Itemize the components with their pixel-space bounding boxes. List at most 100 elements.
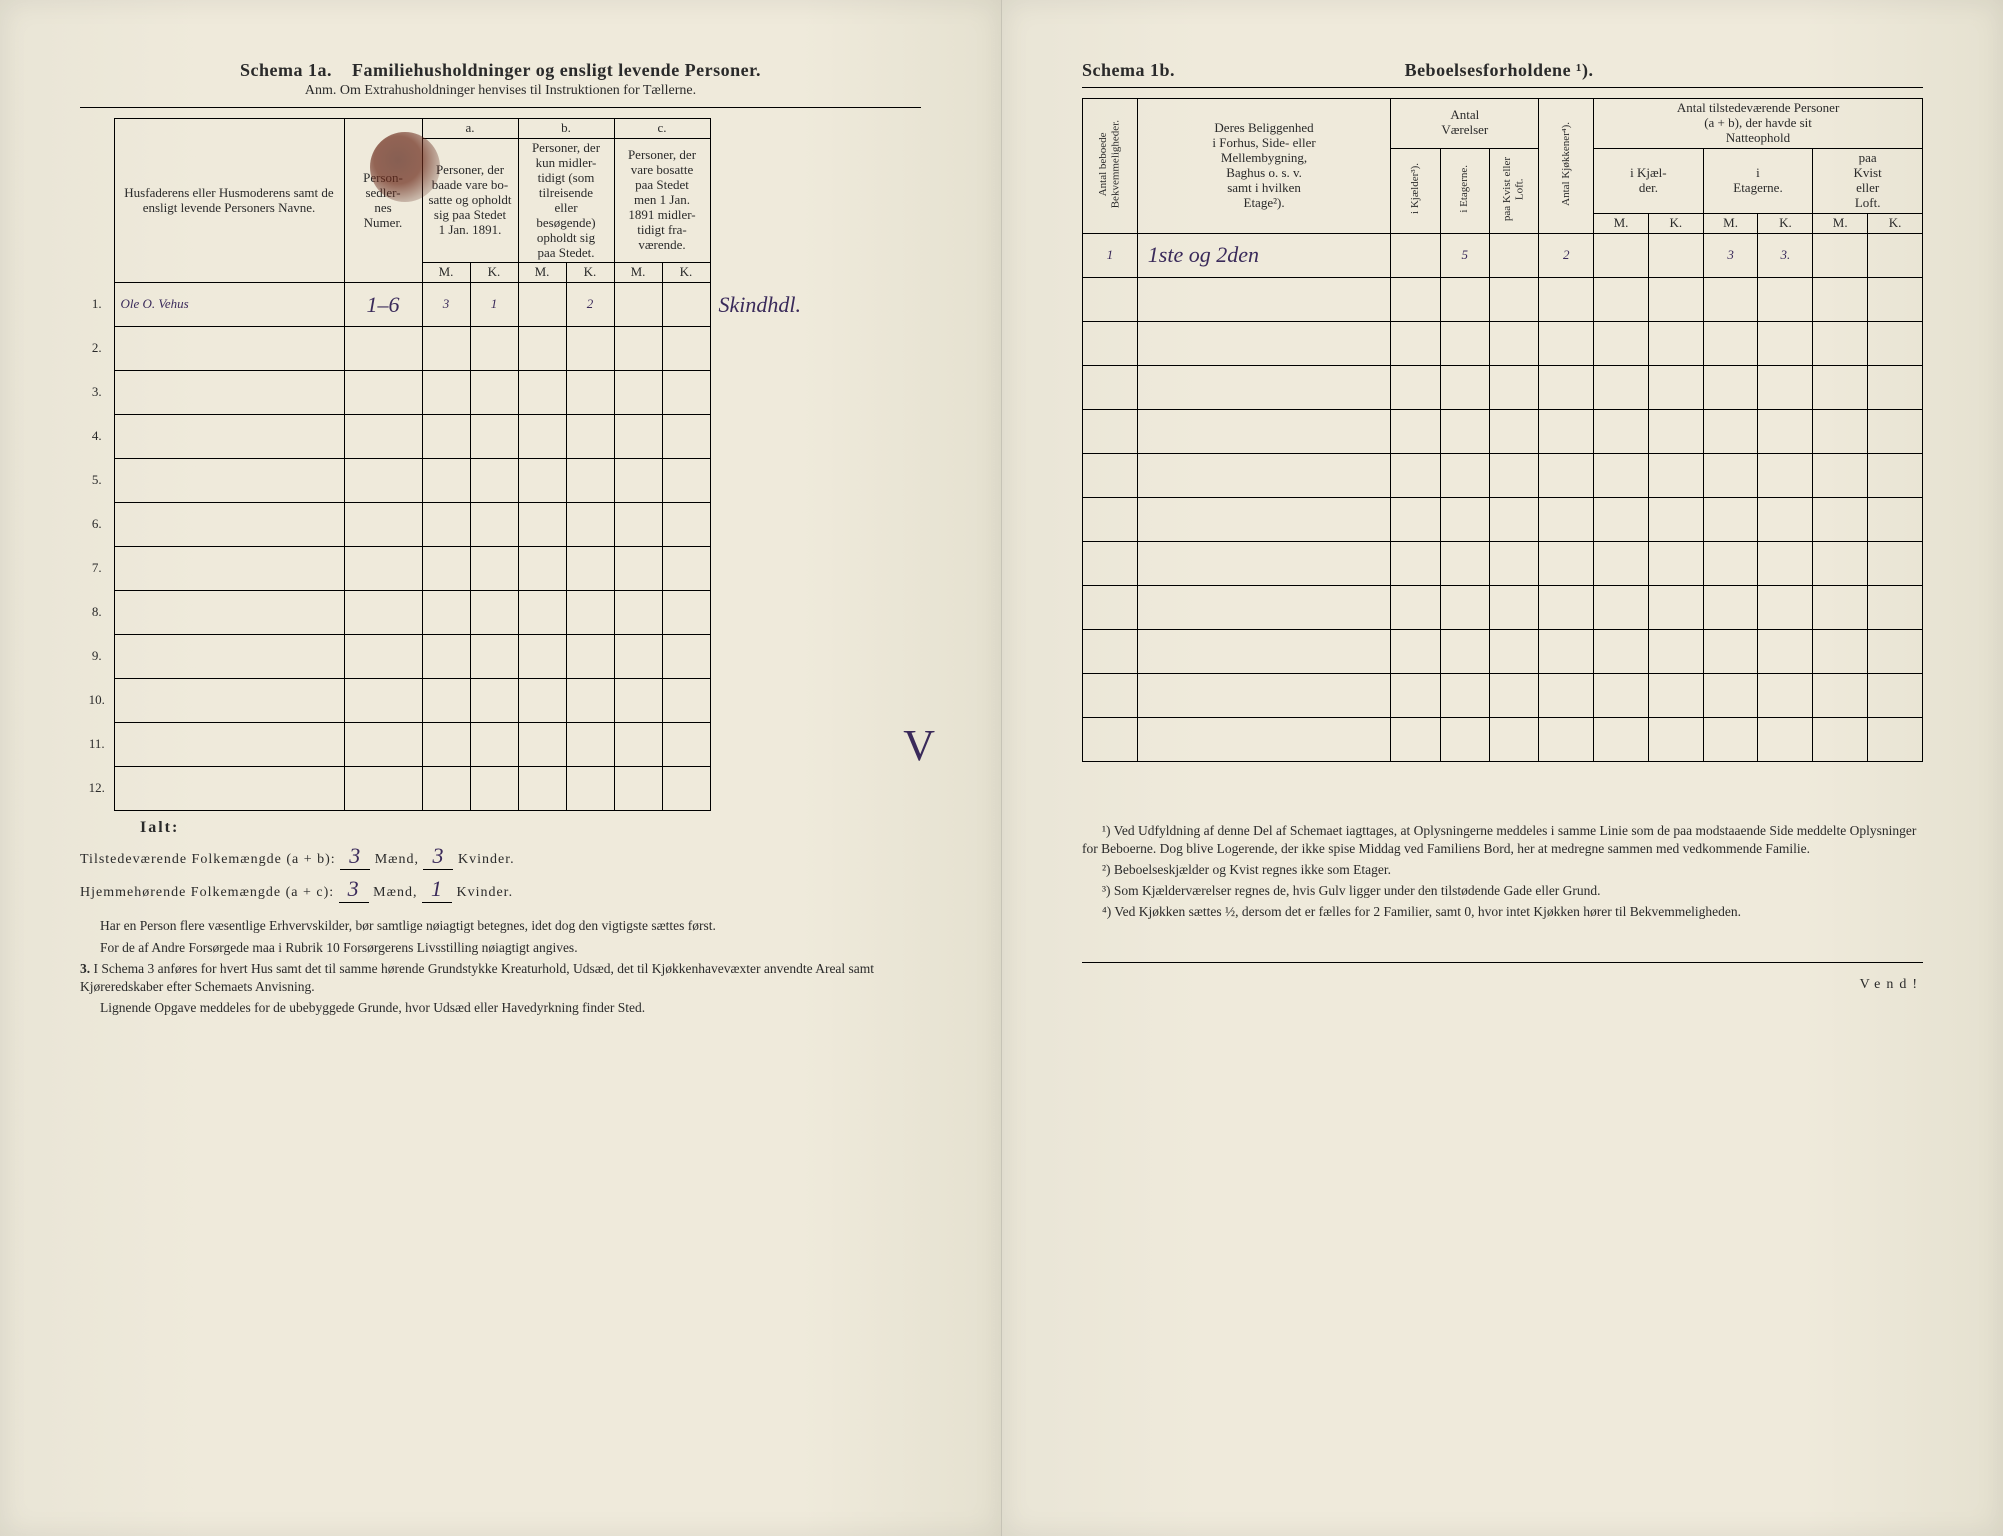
row1-ak: 1 (470, 283, 518, 327)
sum1-k: 3 (423, 843, 453, 870)
col-bekv: Antal beboede Bekvemmeligheder. (1083, 99, 1138, 234)
r1-pkjm (1594, 233, 1649, 277)
a-m: M. (422, 263, 470, 283)
ialt-label: Ialt: (80, 819, 921, 837)
col-et: i Etagerne. (1440, 148, 1489, 233)
r1-petm: 3 (1703, 233, 1758, 277)
row1-note: Skindhdl. (710, 283, 921, 327)
schema-1b-label: Schema 1b. (1082, 60, 1175, 81)
row-num: 4. (80, 415, 114, 459)
schema-1a-title: Schema 1a. Familiehusholdninger og ensli… (80, 60, 921, 81)
col-c-text: Personer, der vare bosatte paa Stedet me… (614, 138, 710, 263)
schema-1b-title: Beboelsesforholdene ¹). (1175, 60, 1823, 81)
schema-1a-anm: Anm. Om Extrahusholdninger henvises til … (80, 83, 921, 99)
b-k: K. (566, 263, 614, 283)
sum2-label: Hjemmehørende Folkemængde (a + c): (80, 885, 334, 900)
col-names: Husfaderens eller Husmoderens samt de en… (114, 119, 344, 283)
b-m: M. (518, 263, 566, 283)
sum1-m: 3 (340, 843, 370, 870)
row-num: 9. (80, 635, 114, 679)
col-kjok-label: Antal Kjøkkener⁴). (1560, 122, 1573, 206)
r1-loft (1489, 233, 1538, 277)
r1-kjok: 2 (1539, 233, 1594, 277)
sum2-k: 1 (422, 876, 452, 903)
row-num: 6. (80, 503, 114, 547)
col-antal-v: Antal Værelser (1391, 99, 1539, 149)
r1-petk: 3. (1758, 233, 1813, 277)
row-num: 3. (80, 371, 114, 415)
sum-hjemme: Hjemmehørende Folkemængde (a + c): 3 Mæn… (80, 876, 921, 903)
row-num: 5. (80, 459, 114, 503)
col-belig: Deres Beliggenhed i Forhus, Side- eller … (1137, 99, 1391, 234)
sum1-label: Tilstedeværende Folkemængde (a + b): (80, 852, 336, 867)
row1-cm (614, 283, 662, 327)
left-footnotes: Har en Person flere væsentlige Erhvervsk… (80, 917, 921, 1017)
r1-ploftk (1868, 233, 1923, 277)
col-a-text: Personer, der baade vare bo- satte og op… (422, 138, 518, 263)
mk-m: M. (1703, 213, 1758, 233)
vend-label: Vend! (1082, 977, 1923, 993)
col-a-label: a. (422, 119, 518, 139)
col-loft: paa Kvist eller Loft. (1489, 148, 1538, 233)
rfoot3: ³) Som Kjælderværelser regnes de, hvis G… (1082, 882, 1923, 900)
row1-numer: 1–6 (344, 283, 422, 327)
col-pers: Antal tilstedeværende Personer (a + b), … (1594, 99, 1923, 149)
col-loft-label: paa Kvist eller Loft. (1501, 157, 1526, 221)
double-page-spread: Schema 1a. Familiehusholdninger og ensli… (0, 0, 2003, 1536)
row1-ck (662, 283, 710, 327)
foot3-text: I Schema 3 anføres for hvert Hus samt de… (80, 961, 874, 994)
col-kj-label: i Kjælder³). (1409, 163, 1422, 214)
schema-rest: Familiehusholdninger og ensligt levende … (352, 60, 761, 80)
mk-m: M. (1813, 213, 1868, 233)
a-k: K. (470, 263, 518, 283)
mk-k: K. (1868, 213, 1923, 233)
sum-kvinder: Kvinder. (456, 885, 513, 900)
row1-am: 3 (422, 283, 470, 327)
col-b-text: Personer, der kun midler- tidigt (som ti… (518, 138, 614, 263)
sum-tilstede: Tilstedeværende Folkemængde (a + b): 3 M… (80, 843, 921, 870)
row1-name: Ole O. Vehus (114, 283, 344, 327)
col-bekv-label: Antal beboede Bekvemmeligheder. (1097, 120, 1122, 208)
schema-1b-table: Antal beboede Bekvemmeligheder. Deres Be… (1082, 98, 1923, 762)
row-num: 1. (80, 283, 114, 327)
header-rule-b (1082, 87, 1923, 88)
sum2-m: 3 (339, 876, 369, 903)
row-num: 12. (80, 767, 114, 811)
foot3-no: 3. (80, 961, 90, 976)
mk-k: K. (1648, 213, 1703, 233)
col-p-et: i Etagerne. (1703, 148, 1813, 213)
right-footnotes: ¹) Ved Udfyldning af denne Del af Schema… (1082, 822, 1923, 922)
right-page: Schema 1b. Beboelsesforholdene ¹). Antal… (1002, 0, 2003, 1536)
sum-maend: Mænd, (373, 885, 417, 900)
r1-belig: 1ste og 2den (1137, 233, 1391, 277)
col-c-label: c. (614, 119, 710, 139)
col-p-loft: paa Kvist eller Loft. (1813, 148, 1923, 213)
c-m: M. (614, 263, 662, 283)
col-kj: i Kjælder³). (1391, 148, 1440, 233)
mk-k: K. (1758, 213, 1813, 233)
row-num: 11. (80, 723, 114, 767)
check-mark: V (903, 720, 935, 771)
mk-m: M. (1594, 213, 1649, 233)
row1-bk: 2 (566, 283, 614, 327)
r1-ploftm (1813, 233, 1868, 277)
sum-kvinder: Kvinder. (458, 852, 515, 867)
r1-et: 5 (1440, 233, 1489, 277)
rfoot1: ¹) Ved Udfyldning af denne Del af Schema… (1082, 822, 1923, 858)
row-num: 7. (80, 547, 114, 591)
foot1: Har en Person flere væsentlige Erhvervsk… (80, 917, 921, 935)
foot4: Lignende Opgave meddeles for de ubebygge… (80, 999, 921, 1017)
col-kjok: Antal Kjøkkener⁴). (1539, 99, 1594, 234)
rfoot2: ²) Beboelseskjælder og Kvist regnes ikke… (1082, 861, 1923, 879)
r1-kj (1391, 233, 1440, 277)
left-page: Schema 1a. Familiehusholdninger og ensli… (0, 0, 1002, 1536)
col-et-label: i Etagerne. (1458, 165, 1471, 213)
foot3: 3. I Schema 3 anføres for hvert Hus samt… (80, 960, 921, 996)
col-personsedler: Person- sedler- nes Numer. (344, 119, 422, 283)
rfoot4: ⁴) Ved Kjøkken sættes ½, dersom det er f… (1082, 903, 1923, 921)
header-rule (80, 107, 921, 108)
col-p-kj: i Kjæl- der. (1594, 148, 1704, 213)
row1-bm (518, 283, 566, 327)
r1-bekv: 1 (1083, 233, 1138, 277)
schema-1a-table: Husfaderens eller Husmoderens samt de en… (80, 118, 921, 811)
